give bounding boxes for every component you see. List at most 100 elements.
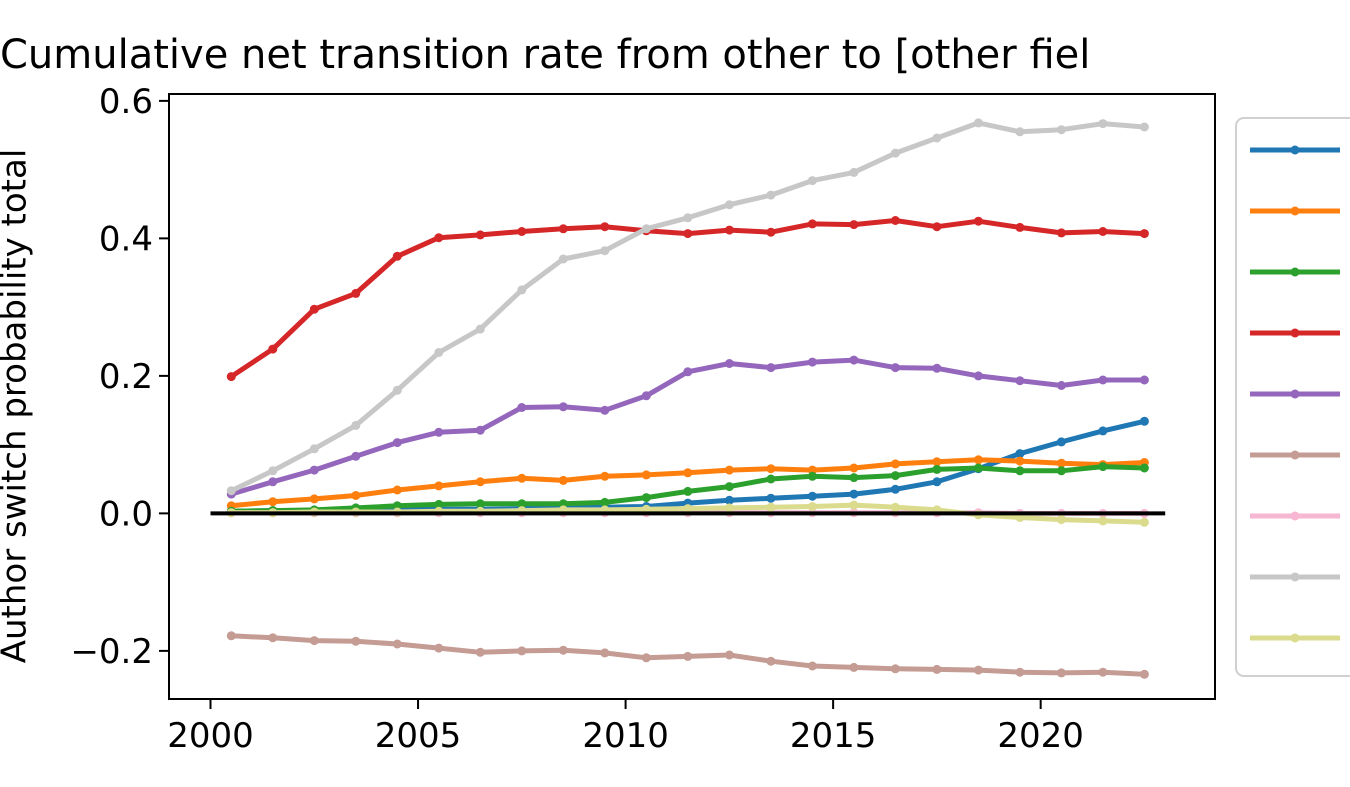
series-1 [226,416,1149,516]
series-4-point [434,233,444,243]
series-8-point [558,254,568,264]
series-8-point [724,200,734,210]
series-8-point [434,348,444,357]
series-6-point [973,665,983,675]
series-5-point [932,363,942,373]
series-2-point [309,494,319,504]
series-5-point [517,403,527,412]
series-4-point [1056,228,1066,238]
x-tick-label: 2005 [375,716,462,756]
series-2-point [683,468,693,478]
series-5-point [724,359,734,368]
y-tick-label: 0.6 [99,82,153,122]
series-8-point [1015,127,1025,137]
legend-marker [1290,511,1300,521]
series-3-point [683,486,693,496]
y-tick-label: 0.0 [99,494,153,534]
series-9-point [890,502,900,512]
series-4-point [973,216,983,226]
series-8-point [766,190,776,200]
series-8-point [226,486,236,496]
series-6-point [268,633,278,643]
series-5-point [600,405,610,415]
series-5-point [351,451,361,461]
series-2-point [475,477,485,487]
series-2-point [351,491,361,500]
series-8-point [890,148,900,158]
series-4-point [683,229,693,239]
series-9-point [807,502,817,511]
series-5-point [849,355,859,365]
series-4-line [229,218,1145,379]
legend-entry [1250,572,1340,582]
series-4-point [807,219,817,229]
series-4-point [392,251,402,261]
legend-entry [1250,206,1340,216]
series-2-point [1056,458,1066,468]
series-9-point [1139,517,1149,527]
series-2-point [849,463,859,473]
series-2-point [766,464,776,474]
series-4-point [517,227,527,236]
series-6-point [641,653,651,663]
y-tick-label: 0.2 [99,357,153,397]
series-6-point [517,646,527,656]
series-5-point [558,402,568,412]
legend-entry [1250,389,1340,399]
series-6-point [807,661,817,671]
series-8-line [230,120,1145,493]
series-8-point [1139,122,1149,132]
series-4 [226,216,1149,382]
legend [1235,117,1350,677]
series-6-point [558,645,568,655]
series-6-point [849,662,859,672]
series-5-point [890,363,900,373]
y-axis-label-group: Author switch probability total [0,149,35,664]
series-1-point [932,477,942,487]
series-2-point [517,473,527,483]
plot-area [168,93,1216,700]
series-9-point [1098,516,1108,526]
series-6-point [724,650,734,660]
legend-entry [1250,450,1340,460]
series-5-point [1056,381,1066,390]
series-8-point [683,213,693,223]
y-tick-label: −0.2 [70,632,153,672]
series-6-point [309,636,319,646]
series-8-point [641,224,651,234]
series-2-point [641,470,651,480]
series-4-point [724,225,734,235]
series-6-point [890,664,900,674]
series-2-point [932,457,942,467]
series-1-point [849,489,859,499]
series-9-point [724,503,734,513]
series-8-point [849,167,859,177]
series-4-point [351,288,361,298]
series-5-point [766,363,776,373]
legend-marker [1290,633,1300,643]
series-8-point [309,444,319,454]
legend-entry [1250,145,1340,155]
series-9-point [1056,515,1066,525]
series-1-point [807,491,817,501]
series-5 [226,355,1149,499]
series-3-point [890,471,900,481]
series-5-point [475,425,485,435]
series-8-point [600,246,610,256]
series-4-point [1015,222,1025,232]
series-6-point [1139,669,1149,679]
series-2-point [890,459,900,469]
series-4-point [766,227,776,237]
series-1-point [890,484,900,494]
legend-marker [1290,572,1300,582]
series-5-point [641,391,651,401]
series-6-point [1056,668,1066,678]
series-2-point [558,475,568,485]
y-axis: −0.2 0.0 0.2 0.4 0.6 [70,82,169,672]
series-5-point [1015,376,1025,386]
series-5-point [1139,375,1149,385]
series-8-point [351,420,361,430]
series-4-point [600,222,610,232]
series-3-point [973,463,983,473]
